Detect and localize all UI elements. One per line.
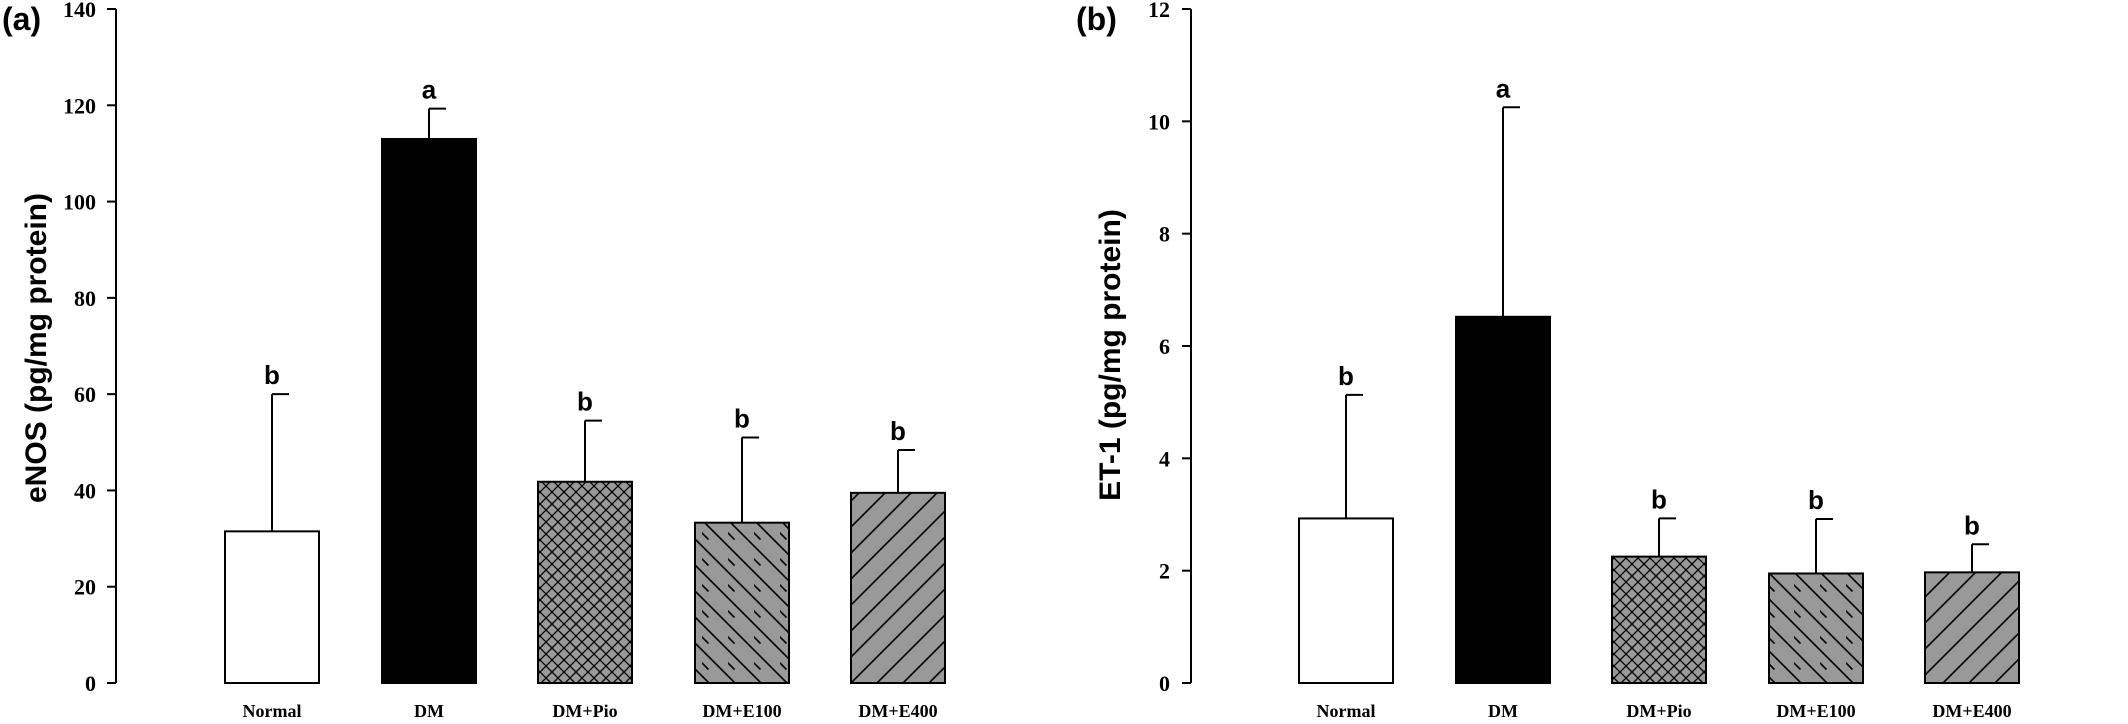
y-tick-label: 20 bbox=[74, 575, 96, 600]
y-tick-label: 120 bbox=[63, 93, 96, 118]
y-axis-label: ET-1 (pg/mg protein) bbox=[1094, 209, 1127, 501]
significance-letter: b bbox=[264, 360, 280, 390]
significance-letter: b bbox=[577, 387, 593, 417]
y-tick-label: 60 bbox=[74, 382, 96, 407]
y-tick-label: 10 bbox=[1148, 109, 1170, 134]
x-category-label: DM+E100 bbox=[1776, 701, 1855, 721]
y-tick-label: 80 bbox=[74, 286, 96, 311]
bar-dm bbox=[381, 137, 477, 684]
significance-letter: b bbox=[1338, 361, 1354, 391]
bar-dm-e400 bbox=[1924, 571, 2020, 685]
y-tick-label: 4 bbox=[1159, 446, 1170, 471]
bar-normal bbox=[224, 530, 320, 684]
x-category-label: Normal bbox=[1317, 701, 1376, 721]
x-category-label: DM+E400 bbox=[1932, 701, 2011, 721]
y-tick-label: 0 bbox=[1159, 671, 1170, 696]
significance-letter: b bbox=[1651, 484, 1667, 514]
y-tick-label: 100 bbox=[63, 190, 96, 215]
y-tick-label: 12 bbox=[1148, 0, 1170, 22]
panel-label: (b) bbox=[1076, 1, 1117, 37]
bar-dm-e100 bbox=[694, 521, 790, 684]
significance-letter: b bbox=[1964, 510, 1980, 540]
x-category-label: DM+E400 bbox=[858, 701, 937, 721]
significance-letter: b bbox=[734, 403, 750, 433]
bar-normal bbox=[1298, 517, 1394, 684]
x-category-label: DM+E100 bbox=[702, 701, 781, 721]
x-category-label: Normal bbox=[243, 701, 302, 721]
panel-label: (a) bbox=[2, 1, 41, 37]
chart-panel-a: (a) eNOS (pg/mg protein) 0 20 40 60 80 100 120… bbox=[2, 0, 946, 721]
y-tick-label: 0 bbox=[85, 671, 96, 696]
y-tick-label: 140 bbox=[63, 0, 96, 22]
y-tick-label: 40 bbox=[74, 478, 96, 503]
bar-dm-pio bbox=[537, 480, 633, 684]
x-category-label: DM+Pio bbox=[1626, 701, 1691, 721]
x-category-label: DM bbox=[414, 701, 444, 721]
significance-letter: b bbox=[890, 416, 906, 446]
y-tick-label: 6 bbox=[1159, 334, 1170, 359]
x-category-label: DM bbox=[1488, 701, 1518, 721]
significance-letter: a bbox=[422, 75, 437, 105]
bar-dm-e400 bbox=[850, 491, 946, 685]
bar-dm-pio bbox=[1611, 555, 1707, 684]
chart-panel-b: (b) ET-1 (pg/mg protein) 0 2 4 6 8 10 12 b Norm… bbox=[1076, 0, 2020, 721]
significance-letter: b bbox=[1808, 485, 1824, 515]
y-axis-label: eNOS (pg/mg protein) bbox=[20, 193, 53, 503]
bar-dm bbox=[1455, 315, 1551, 684]
y-tick-label: 8 bbox=[1159, 222, 1170, 247]
bar-dm-e100 bbox=[1768, 572, 1864, 684]
y-tick-label: 2 bbox=[1159, 559, 1170, 584]
significance-letter: a bbox=[1496, 73, 1511, 103]
x-category-label: DM+Pio bbox=[552, 701, 617, 721]
